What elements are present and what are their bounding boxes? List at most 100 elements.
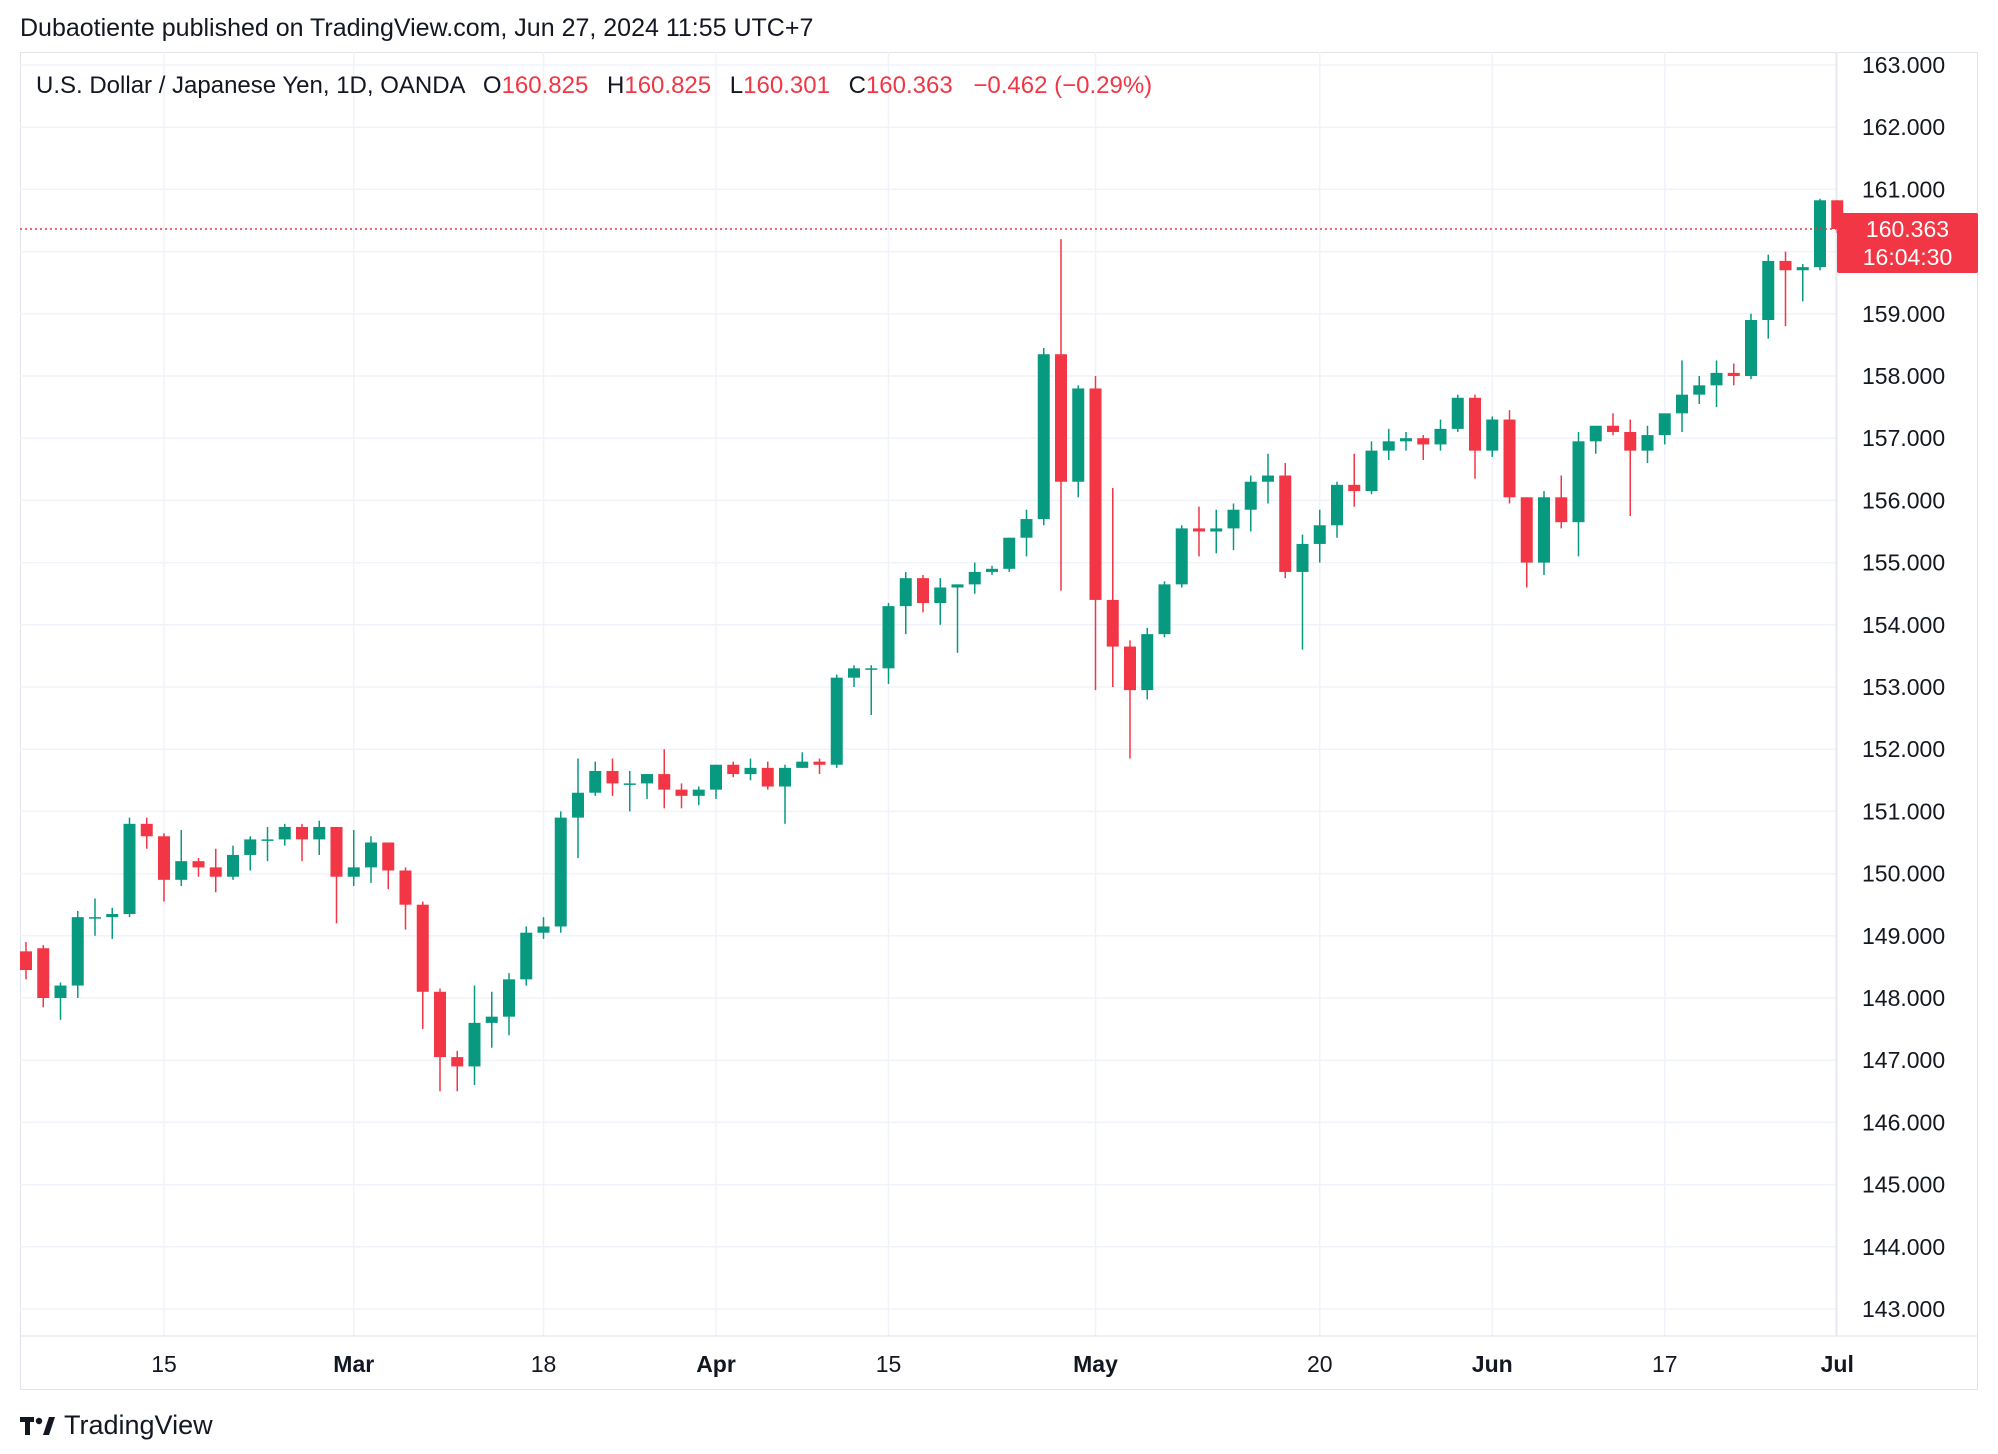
candle [1503,410,1516,504]
candle-body [572,792,584,818]
candle-body [554,817,567,927]
candle-body [106,914,119,918]
candle-body [382,842,395,871]
candle [244,836,257,871]
candle-body [261,839,274,841]
time-tick-label: 20 [1307,1351,1333,1377]
candle [1400,431,1412,451]
price-tick-label: 153.000 [1862,674,1945,700]
candle-body [917,578,929,604]
candle-body [416,904,429,992]
candle [1382,428,1395,460]
high-value: 160.825 [624,72,712,99]
candle-body [313,826,326,840]
candle-body [744,767,757,775]
brand[interactable]: TradingView [20,1410,213,1441]
candle [158,833,170,902]
candle-body [1727,372,1740,376]
candle-body [520,932,533,980]
candle [1624,419,1637,516]
candle-body [761,767,774,787]
candle-body [1020,519,1033,538]
candle-body [485,1016,498,1023]
candle [1469,394,1481,479]
candle [123,817,136,918]
candle-body [675,789,688,796]
candle-body [20,951,32,971]
candle-body [54,985,67,998]
candle-body [1072,388,1085,482]
candle [1589,425,1602,454]
candle-body [986,568,998,572]
candle [20,942,32,980]
candle [261,826,274,862]
candle [1486,416,1499,457]
candle [313,820,326,855]
price-tick-label: 159.000 [1862,301,1945,327]
candle [1727,363,1740,386]
candle [54,982,67,1020]
candle [1572,431,1585,557]
candle [1607,413,1619,436]
candle-body [934,587,947,604]
candle-body [1710,372,1723,386]
candle [1055,239,1067,591]
candle-body [1589,425,1602,442]
price-tick-label: 151.000 [1862,798,1945,824]
candle [1538,491,1550,576]
candle-body [1434,428,1447,445]
bar-countdown: 16:04:30 [1862,244,1953,270]
candle [347,830,360,887]
candle-body [848,668,860,678]
candle [1451,394,1464,432]
candle-body [1538,497,1550,563]
candle-body [1003,537,1016,569]
candle [710,764,722,799]
candle [606,758,619,796]
candle [1331,481,1343,538]
candle-body [692,789,705,796]
candle-body [1158,584,1171,635]
candle-body [209,867,222,877]
time-tick-label: May [1073,1351,1118,1377]
close-value: 160.363 [865,72,953,99]
candle-body [1417,438,1430,445]
candle [227,845,239,880]
candle-body [1124,646,1136,691]
candle-body [1210,528,1223,532]
candle [192,858,205,877]
candle-body [1244,481,1257,510]
candle [641,774,653,799]
candle-body [1348,484,1361,492]
price-tick-label: 163.000 [1862,52,1945,78]
candle [1641,425,1654,464]
candle-body [140,823,153,837]
candle [1020,509,1033,557]
time-tick-label: 15 [151,1351,177,1377]
candle [209,848,222,893]
candle-body [1658,413,1671,436]
candle [1520,497,1533,588]
candle-body [1331,484,1343,526]
candle [1676,360,1688,432]
candle [37,945,50,1008]
candle-body [1400,438,1412,442]
candle [1262,453,1274,504]
price-tick-label: 161.000 [1862,176,1945,202]
candle-body [1676,394,1688,414]
candle-body [365,842,377,868]
candle-body [278,826,291,840]
chart-legend: U.S. Dollar / Japanese Yen, 1D, OANDA O1… [36,72,1152,100]
candle [1348,453,1361,507]
low-label: L [729,72,744,99]
price-tick-label: 143.000 [1862,1296,1945,1322]
candle [761,761,774,790]
candle [1745,313,1757,380]
candle-body [796,761,809,768]
candle [1365,441,1378,495]
candle-body [434,991,446,1058]
candle-body [244,839,257,855]
candle [692,786,705,806]
candle [485,991,498,1048]
